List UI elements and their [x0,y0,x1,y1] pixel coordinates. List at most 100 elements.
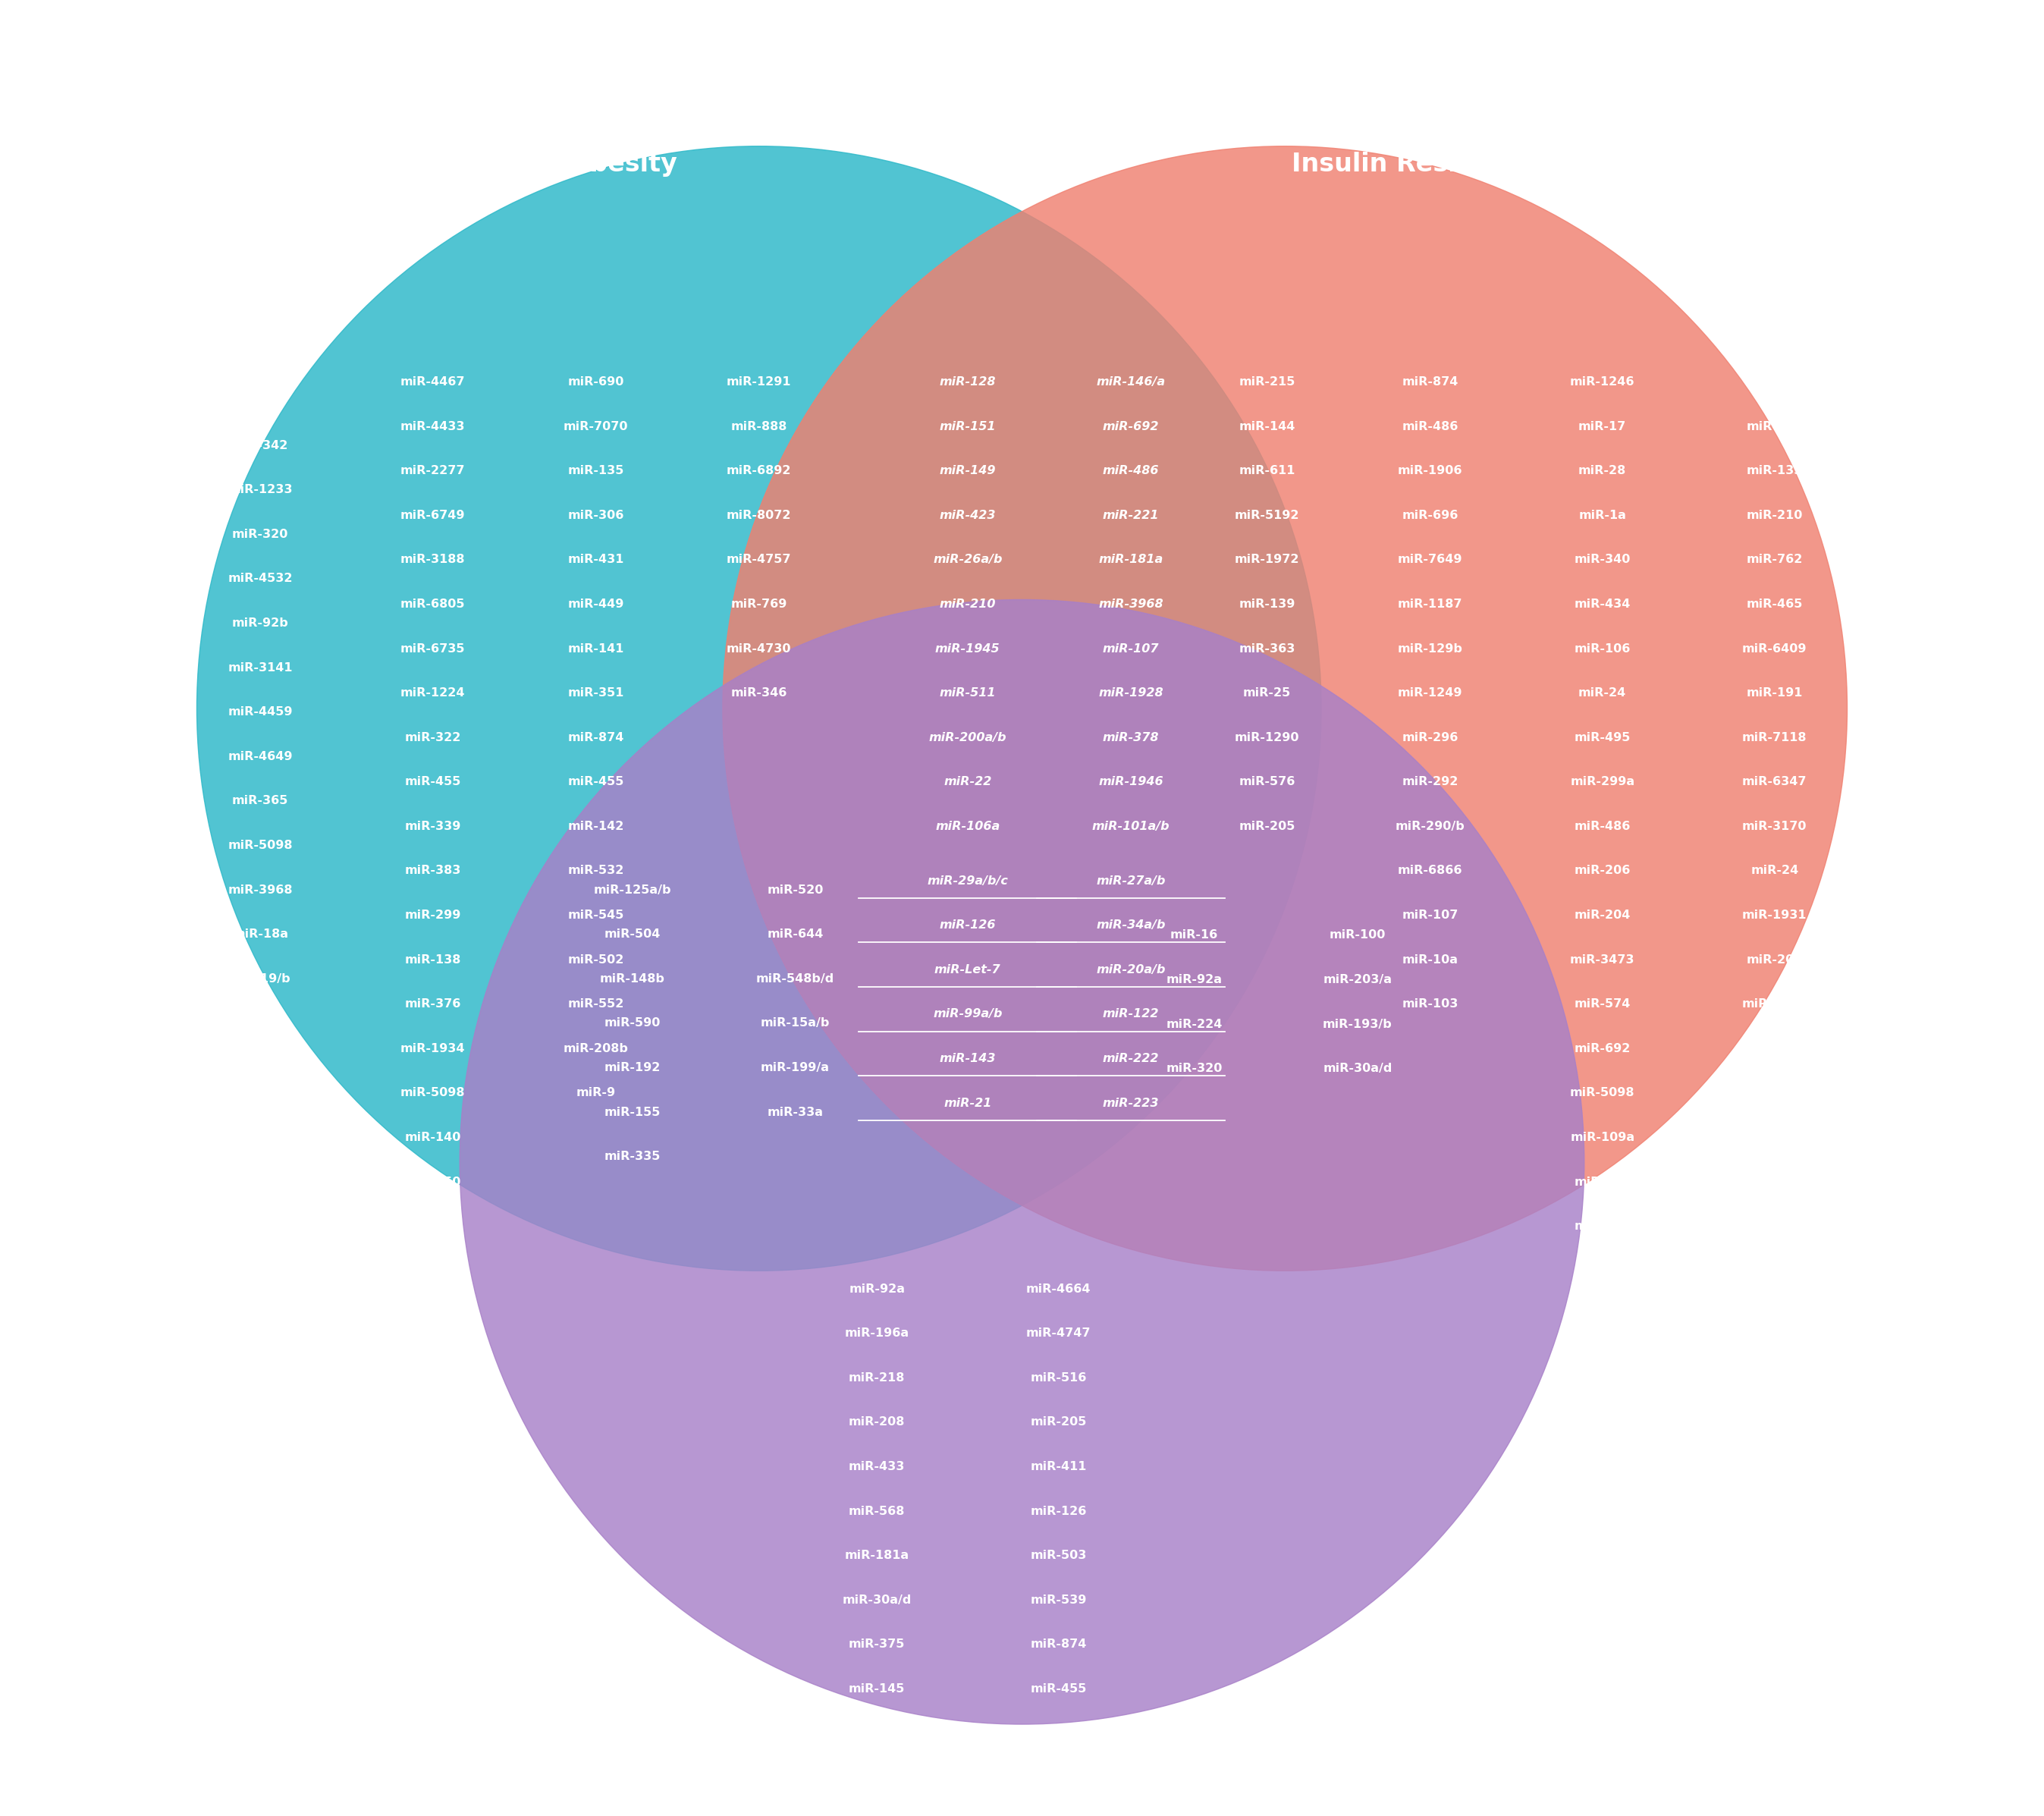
Text: miR-5192: miR-5192 [1235,510,1300,521]
Text: miR-1291: miR-1291 [726,376,791,387]
Text: miR-204: miR-204 [1574,910,1631,921]
Text: miR-504: miR-504 [603,928,660,941]
Text: miR-20a: miR-20a [1746,953,1803,966]
Text: miR-126: miR-126 [1030,1505,1087,1516]
Text: miR-650: miR-650 [405,1177,460,1188]
Text: miR-199/a: miR-199/a [760,1062,830,1073]
Text: miR-100: miR-100 [1329,930,1386,941]
Text: miR-516: miR-516 [1030,1373,1087,1384]
Text: miR-92b: miR-92b [231,617,288,628]
Text: miR-692: miR-692 [1102,421,1159,432]
Text: miR-6892: miR-6892 [726,465,791,476]
Text: miR-503: miR-503 [1030,1549,1087,1562]
Text: miR-17: miR-17 [1578,421,1627,432]
Text: miR-208: miR-208 [848,1416,905,1427]
Text: miR-383: miR-383 [405,864,460,877]
Text: miR-Let-7: miR-Let-7 [934,964,1002,975]
Text: miR-138: miR-138 [405,953,460,966]
Text: miR-146/a: miR-146/a [1096,376,1165,387]
Text: miR-6749: miR-6749 [401,510,464,521]
Text: miR-33a: miR-33a [766,1106,824,1119]
Text: miR-365: miR-365 [1746,1042,1803,1055]
Text: Dietary Intervention: Dietary Intervention [877,1734,1167,1758]
Text: miR-143: miR-143 [940,1053,995,1064]
Text: miR-6735: miR-6735 [401,643,464,654]
Text: miR-208b: miR-208b [564,1042,628,1055]
Text: miR-126: miR-126 [940,919,995,932]
Text: miR-486: miR-486 [1402,421,1457,432]
Text: miR-192: miR-192 [603,1062,660,1073]
Text: miR-378: miR-378 [1102,732,1159,743]
Circle shape [724,145,1848,1271]
Text: miR-148b: miR-148b [599,973,664,984]
Text: miR-306: miR-306 [568,510,623,521]
Text: miR-2277: miR-2277 [401,465,464,476]
Text: miR-3188: miR-3188 [401,554,464,565]
Text: miR-365: miR-365 [233,795,288,806]
Text: miR-139: miR-139 [1239,599,1296,610]
Text: miR-223: miR-223 [1102,1097,1159,1110]
Text: miR-3968: miR-3968 [1098,599,1163,610]
Text: miR-22: miR-22 [944,775,991,788]
Text: miR-1224: miR-1224 [401,688,464,699]
Text: miR-151: miR-151 [940,421,995,432]
Text: miR-1a: miR-1a [1578,510,1627,521]
Text: miR-644: miR-644 [766,928,824,941]
Text: miR-20a/b: miR-20a/b [1096,964,1165,975]
Text: miR-30a/d: miR-30a/d [842,1594,912,1605]
Text: miR-5098: miR-5098 [1570,1088,1635,1099]
Text: miR-1246: miR-1246 [1570,376,1635,387]
Text: miR-552: miR-552 [568,999,623,1010]
Text: miR-1249: miR-1249 [1398,688,1464,699]
Text: miR-3473: miR-3473 [1570,953,1635,966]
Text: miR-27a/b: miR-27a/b [1096,875,1165,886]
Text: miR-203/a: miR-203/a [1322,973,1392,986]
Text: miR-455: miR-455 [405,775,460,788]
Text: miR-486: miR-486 [1102,465,1159,476]
Text: miR-888: miR-888 [732,421,787,432]
Text: miR-210: miR-210 [940,599,995,610]
Text: miR-495: miR-495 [1574,732,1631,743]
Text: miR-155: miR-155 [603,1106,660,1119]
Text: miR-1906: miR-1906 [1398,465,1464,476]
Text: miR-7649: miR-7649 [1398,554,1464,565]
Text: miR-210: miR-210 [1746,510,1803,521]
Text: miR-451: miR-451 [1746,1088,1803,1099]
Text: miR-24: miR-24 [1578,688,1627,699]
Text: miR-486: miR-486 [1574,821,1631,832]
Text: miR-6347: miR-6347 [1741,775,1807,788]
Text: miR-431: miR-431 [568,554,623,565]
Text: miR-140: miR-140 [405,1131,460,1142]
Text: miR-5098: miR-5098 [401,1088,464,1099]
Text: miR-4433: miR-4433 [401,421,464,432]
Text: miR-1290: miR-1290 [1235,732,1300,743]
Text: miR-200a/b: miR-200a/b [928,732,1006,743]
Text: miR-5098: miR-5098 [227,839,292,852]
Text: miR-769: miR-769 [732,599,787,610]
Text: miR-9: miR-9 [576,1088,615,1099]
Text: miR-215: miR-215 [1239,376,1296,387]
Text: miR-1972: miR-1972 [1235,554,1300,565]
Text: miR-434: miR-434 [1574,599,1631,610]
Text: miR-290/b: miR-290/b [1396,821,1466,832]
Text: miR-18a: miR-18a [233,928,288,941]
Text: miR-3170: miR-3170 [1741,821,1807,832]
Text: miR-363: miR-363 [1239,643,1296,654]
Text: miR-449: miR-449 [568,599,623,610]
Text: miR-222: miR-222 [1102,1053,1159,1064]
Text: miR-340: miR-340 [1574,554,1631,565]
Text: miR-1233: miR-1233 [227,485,292,496]
Text: miR-429: miR-429 [405,1266,460,1277]
Text: miR-224: miR-224 [1165,1019,1222,1030]
Text: miR-107: miR-107 [1102,643,1159,654]
Text: miR-135: miR-135 [568,465,623,476]
Text: miR-106a: miR-106a [936,821,1000,832]
Text: miR-206: miR-206 [1574,864,1631,877]
Text: miR-874: miR-874 [1030,1638,1087,1651]
Text: miR-7118: miR-7118 [1741,732,1807,743]
Text: miR-548b/d: miR-548b/d [756,973,834,984]
Text: miR-299a: miR-299a [1570,775,1635,788]
Text: miR-1931: miR-1931 [1741,910,1807,921]
Text: miR-136: miR-136 [233,1195,288,1206]
Text: miR-532: miR-532 [568,864,623,877]
